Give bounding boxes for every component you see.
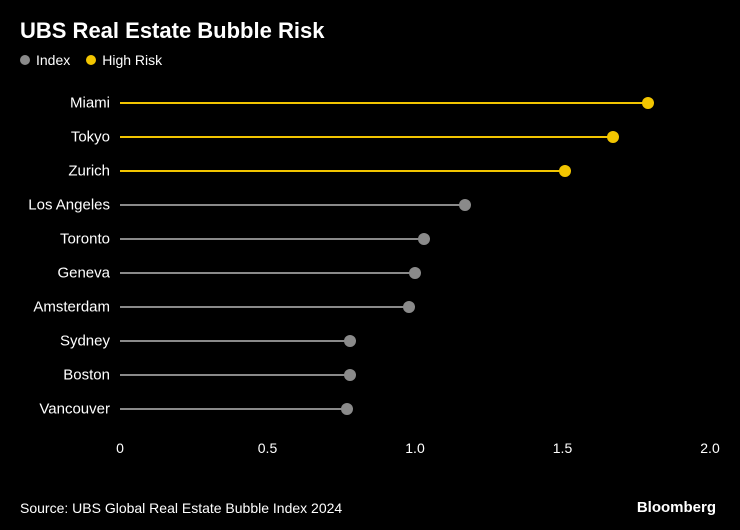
chart-row: Zurich: [0, 154, 740, 188]
source-text: Source: UBS Global Real Estate Bubble In…: [20, 500, 342, 516]
legend-label-index: Index: [36, 52, 70, 68]
chart-container: UBS Real Estate Bubble Risk Index High R…: [0, 0, 740, 530]
row-label: Tokyo: [0, 129, 110, 146]
lollipop-line: [120, 170, 565, 172]
lollipop-line: [120, 204, 465, 206]
lollipop-dot: [403, 301, 415, 313]
chart-row: Toronto: [0, 222, 740, 256]
x-axis-tick: 0.5: [258, 440, 277, 456]
x-axis-tick: 0: [116, 440, 124, 456]
row-label: Vancouver: [0, 401, 110, 418]
chart-row: Amsterdam: [0, 290, 740, 324]
x-axis-tick: 1.5: [553, 440, 572, 456]
row-label: Toronto: [0, 231, 110, 248]
chart-plot-area: Miami Tokyo Zurich Los Angeles Toronto Geneva…: [0, 80, 740, 480]
chart-row: Tokyo: [0, 120, 740, 154]
row-label: Miami: [0, 95, 110, 112]
lollipop-line: [120, 272, 415, 274]
lollipop-line: [120, 306, 409, 308]
chart-row: Los Angeles: [0, 188, 740, 222]
legend-dot-index: [20, 55, 30, 65]
x-axis-tick: 2.0: [700, 440, 719, 456]
lollipop-line: [120, 136, 613, 138]
row-label: Geneva: [0, 265, 110, 282]
lollipop-dot: [409, 267, 421, 279]
lollipop-line: [120, 408, 347, 410]
legend-item-high-risk: High Risk: [86, 52, 162, 68]
lollipop-line: [120, 102, 648, 104]
chart-row: Geneva: [0, 256, 740, 290]
chart-title: UBS Real Estate Bubble Risk: [20, 18, 324, 44]
lollipop-dot: [341, 403, 353, 415]
row-label: Sydney: [0, 333, 110, 350]
lollipop-dot: [418, 233, 430, 245]
chart-row: Boston: [0, 358, 740, 392]
chart-row: Vancouver: [0, 392, 740, 426]
row-label: Amsterdam: [0, 299, 110, 316]
lollipop-dot: [559, 165, 571, 177]
lollipop-dot: [344, 369, 356, 381]
x-axis-tick: 1.0: [405, 440, 424, 456]
legend-item-index: Index: [20, 52, 70, 68]
legend-dot-high-risk: [86, 55, 96, 65]
lollipop-line: [120, 340, 350, 342]
lollipop-dot: [642, 97, 654, 109]
legend: Index High Risk: [20, 52, 162, 68]
brand-text: Bloomberg: [637, 499, 716, 516]
row-label: Zurich: [0, 163, 110, 180]
row-label: Boston: [0, 367, 110, 384]
row-label: Los Angeles: [0, 197, 110, 214]
lollipop-dot: [459, 199, 471, 211]
lollipop-dot: [607, 131, 619, 143]
lollipop-dot: [344, 335, 356, 347]
legend-label-high-risk: High Risk: [102, 52, 162, 68]
lollipop-line: [120, 374, 350, 376]
chart-row: Miami: [0, 86, 740, 120]
lollipop-line: [120, 238, 424, 240]
chart-row: Sydney: [0, 324, 740, 358]
